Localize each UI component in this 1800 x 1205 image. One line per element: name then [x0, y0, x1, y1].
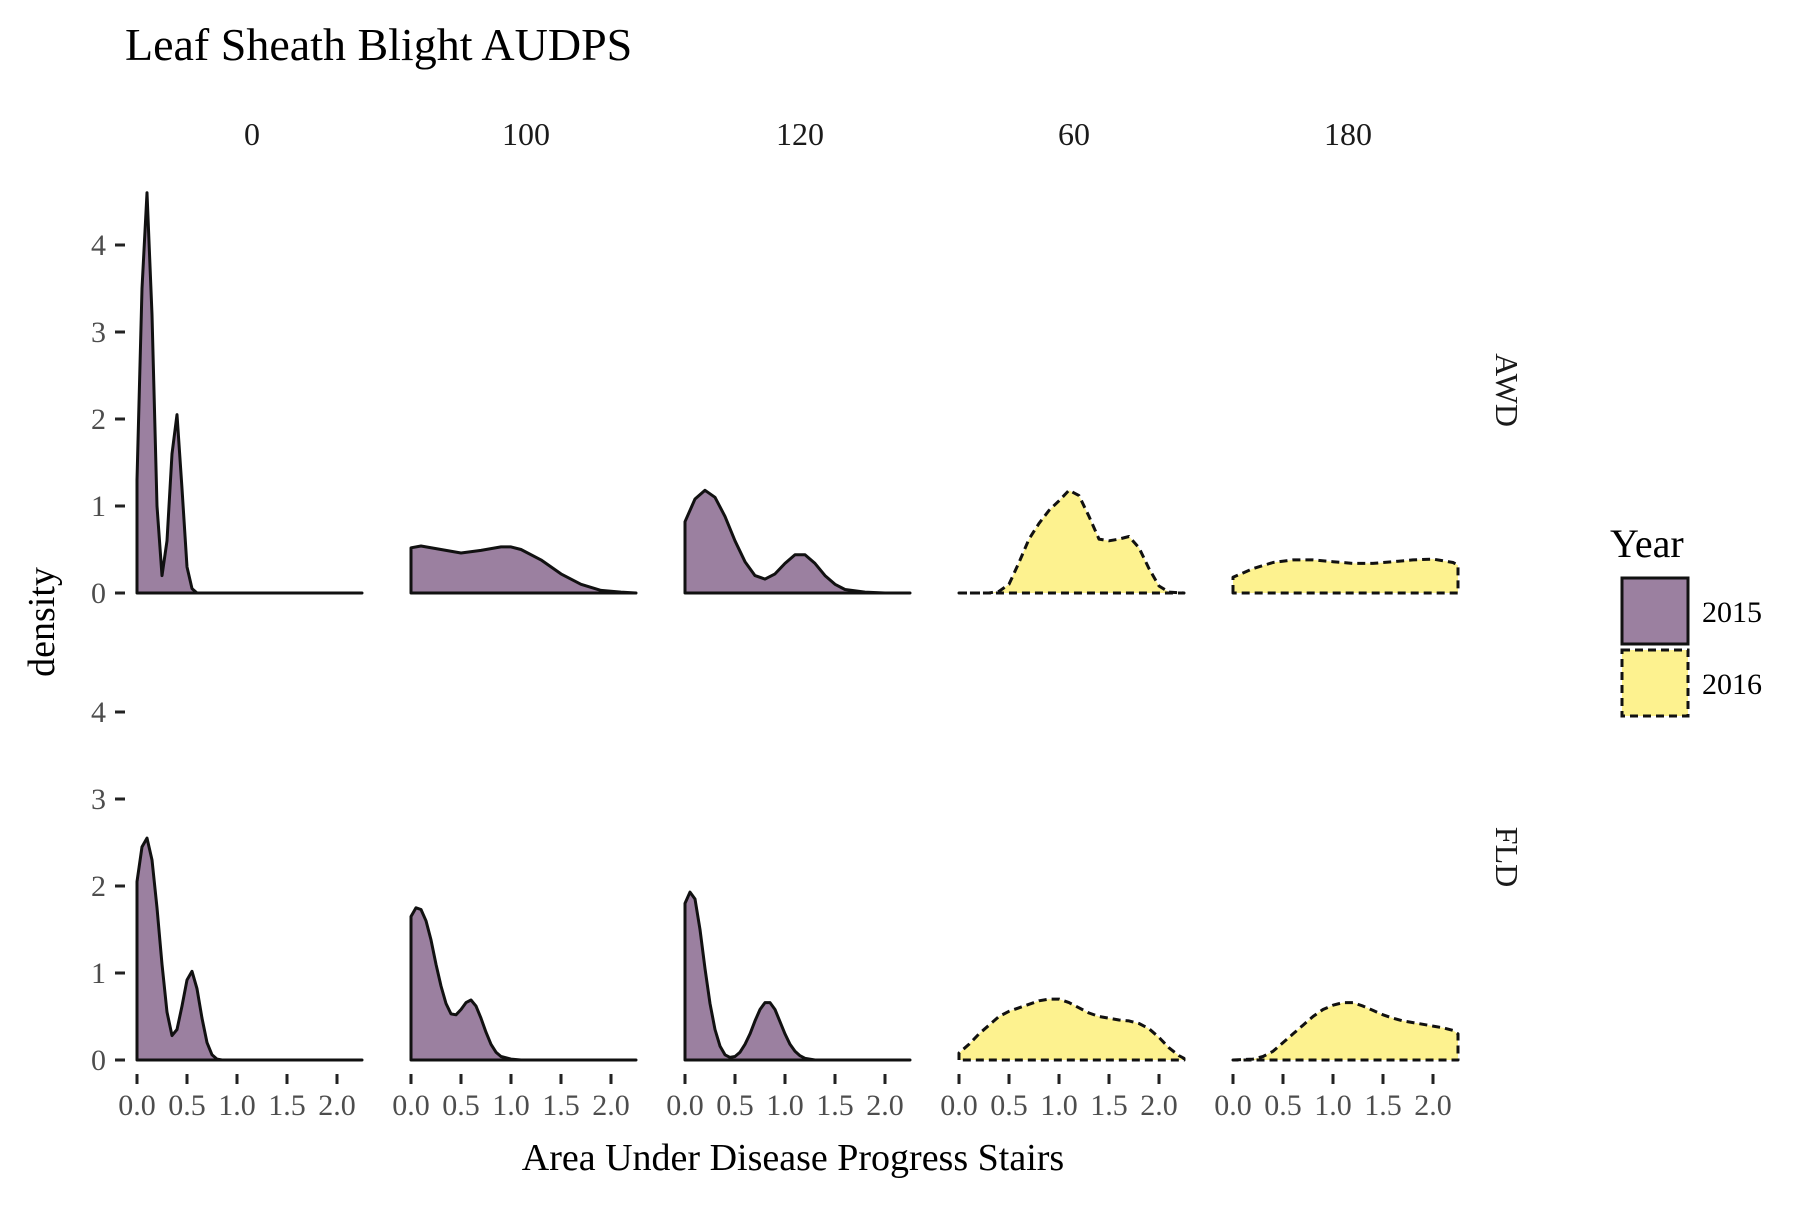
- x-tick-label-60-1.0: 1.0: [1040, 1089, 1078, 1122]
- x-tick-label-0-0.5: 0.5: [168, 1089, 206, 1122]
- legend-swatch-2015: [1620, 576, 1690, 646]
- x-tick-label-180-2.0: 2.0: [1414, 1089, 1452, 1122]
- x-tick-label-60-2.0: 2.0: [1140, 1089, 1178, 1122]
- x-tick-label-0-0.0: 0.0: [118, 1089, 156, 1122]
- strip-label-0: 0: [244, 116, 260, 152]
- legend: Year 2015 2016: [1610, 521, 1762, 718]
- x-tick-label-0-1.5: 1.5: [268, 1089, 306, 1122]
- density-area-fld-120-2015: [683, 890, 912, 1062]
- x-axis-title: Area Under Disease Progress Stairs: [522, 1137, 1064, 1179]
- y-tick-label-awd-0: 0: [91, 577, 106, 610]
- y-tick-label-fld-1: 1: [91, 957, 106, 990]
- y-tick-label-awd-3: 3: [91, 316, 106, 349]
- y-tick-label-fld-0: 0: [91, 1044, 106, 1077]
- x-tick-label-180-1.5: 1.5: [1364, 1089, 1402, 1122]
- y-tick-label-awd-2: 2: [91, 403, 106, 436]
- density-area-awd-60-2016: [957, 488, 1186, 595]
- chart-title: Leaf Sheath Blight AUDPS: [125, 19, 632, 70]
- strip-label-60: 60: [1058, 116, 1090, 152]
- strip-label-180: 180: [1324, 116, 1372, 152]
- x-tick-label-60-0.5: 0.5: [990, 1089, 1028, 1122]
- density-area-fld-100-2015: [409, 906, 638, 1062]
- density-area-fld-0-2015: [135, 836, 364, 1062]
- x-tick-label-120-1.0: 1.0: [766, 1089, 804, 1122]
- x-tick-label-60-1.5: 1.5: [1090, 1089, 1128, 1122]
- density-area-awd-180-2016: [1231, 557, 1460, 595]
- y-tick-label-awd-4: 4: [91, 229, 106, 262]
- strip-label-100: 100: [502, 116, 550, 152]
- x-tick-label-120-2.0: 2.0: [866, 1089, 904, 1122]
- y-tick-label-fld-2: 2: [91, 870, 106, 903]
- x-tick-label-120-0.0: 0.0: [666, 1089, 704, 1122]
- strip-label-120: 120: [776, 116, 824, 152]
- x-tick-label-100-1.0: 1.0: [492, 1089, 530, 1122]
- y-tick-label-fld-3: 3: [91, 783, 106, 816]
- x-tick-label-120-1.5: 1.5: [816, 1089, 854, 1122]
- panels-layer: 0 100 120 60 180 AWD FLD: [135, 116, 1525, 1062]
- x-tick-label-180-1.0: 1.0: [1314, 1089, 1352, 1122]
- x-tick-label-180-0.5: 0.5: [1264, 1089, 1302, 1122]
- x-tick-label-100-1.5: 1.5: [542, 1089, 580, 1122]
- legend-items: 2015 2016: [1620, 576, 1762, 718]
- x-tick-label-100-2.0: 2.0: [592, 1089, 630, 1122]
- x-tick-label-120-0.5: 0.5: [716, 1089, 754, 1122]
- y-tick-label-awd-1: 1: [91, 490, 106, 523]
- density-area-awd-100-2015: [409, 544, 638, 595]
- y-tick-label-fld-4: 4: [91, 696, 106, 729]
- legend-label-2015: 2015: [1702, 596, 1762, 629]
- y-axis-title: density: [21, 567, 63, 677]
- row-strip-label-awd: AWD: [1489, 353, 1525, 427]
- x-tick-label-180-0.0: 0.0: [1214, 1089, 1252, 1122]
- x-tick-label-100-0.0: 0.0: [392, 1089, 430, 1122]
- x-tick-label-0-2.0: 2.0: [318, 1089, 356, 1122]
- legend-title: Year: [1610, 521, 1684, 566]
- row-strip-label-fld: FLD: [1489, 827, 1525, 887]
- legend-label-2016: 2016: [1702, 668, 1762, 701]
- x-tick-label-0-1.0: 1.0: [218, 1089, 256, 1122]
- legend-swatch-2016: [1620, 648, 1690, 718]
- x-tick-label-100-0.5: 0.5: [442, 1089, 480, 1122]
- axes-layer: 0 1 2 3 4 0 1 2 3 4 0.0 0.5 1.0 1.5 2.0 0.0 0.5 1.0 1.5 2.0…: [91, 229, 1452, 1122]
- density-area-awd-0-2015: [135, 191, 364, 595]
- density-area-fld-180-2016: [1231, 1001, 1460, 1062]
- density-area-awd-120-2015: [683, 488, 912, 595]
- density-area-fld-60-2016: [957, 997, 1186, 1062]
- x-tick-label-60-0.0: 0.0: [940, 1089, 978, 1122]
